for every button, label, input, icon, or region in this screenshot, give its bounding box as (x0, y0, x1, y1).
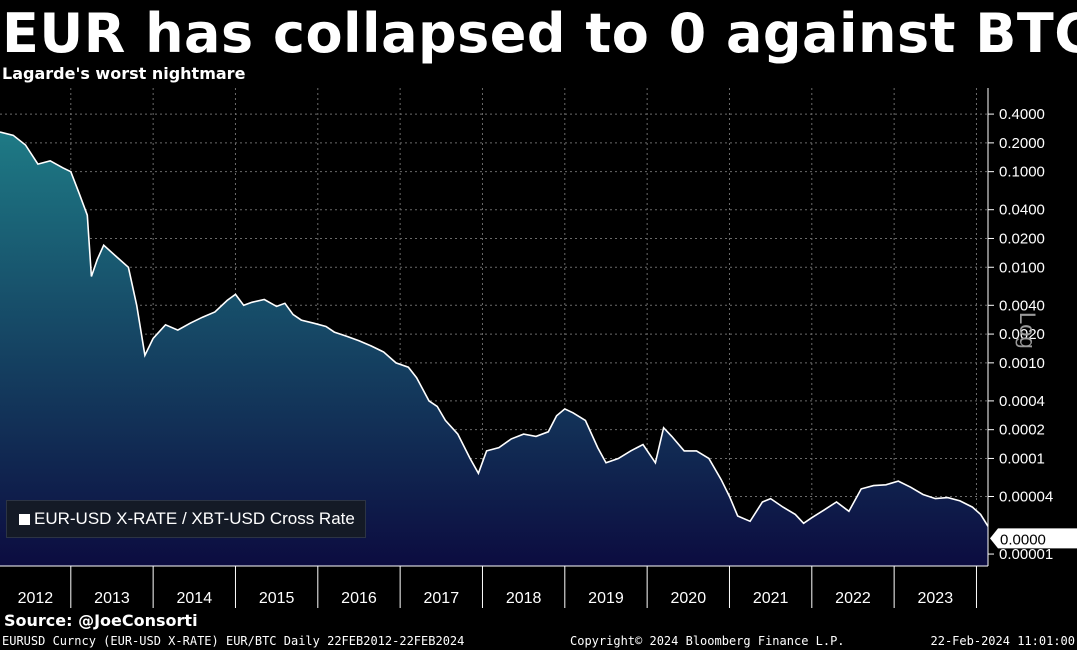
x-tick-label: 2018 (506, 590, 542, 607)
x-tick-label: 2023 (918, 590, 954, 607)
series-area-fill (0, 132, 988, 566)
x-tick-label: 2017 (424, 590, 460, 607)
x-tick-label: 2016 (341, 590, 377, 607)
x-axis: 2012 2013 2014 2015 2016 2017 2018 2019 2020 2021… (0, 565, 988, 608)
source-note: Source: @JoeConsorti (4, 611, 198, 630)
x-tick-label: 2014 (177, 590, 213, 607)
legend: EUR-USD X-RATE / XBT-USD Cross Rate (6, 500, 366, 538)
legend-label: EUR-USD X-RATE / XBT-USD Cross Rate (34, 509, 355, 528)
x-tick-label: 2022 (835, 590, 871, 607)
y-tick-label: 0.0001 (999, 450, 1045, 467)
x-tick-label: 2020 (671, 590, 707, 607)
footer-ticker: EURUSD Curncy (EUR-USD X-RATE) EUR/BTC D… (2, 634, 465, 648)
x-tick-label: 2021 (753, 590, 789, 607)
y-tick-label: 0.0100 (999, 259, 1045, 276)
chart-subtitle: Lagarde's worst nightmare (2, 64, 246, 83)
last-value-label: 0.0000 (1000, 531, 1046, 548)
axis-scale-label: Log (1015, 312, 1040, 349)
y-tick-label: 0.0010 (999, 355, 1045, 372)
y-tick-label: 0.00004 (999, 488, 1053, 505)
x-tick-label: 2015 (259, 590, 295, 607)
y-tick-label: 0.00001 (999, 546, 1053, 563)
y-tick-label: 0.0004 (999, 393, 1045, 410)
y-tick-label: 0.0200 (999, 230, 1045, 247)
y-tick-label: 0.0040 (999, 297, 1045, 314)
chart-title: EUR has collapsed to 0 against BTC (2, 2, 1077, 65)
footer-copyright: Copyright© 2024 Bloomberg Finance L.P. (570, 634, 845, 648)
chart-area: 2012 2013 2014 2015 2016 2017 2018 2019 2020 2021… (0, 88, 1077, 608)
last-value-tag (990, 528, 1077, 549)
x-tick-label: 2013 (94, 590, 130, 607)
series-line (0, 131, 989, 527)
y-axis: 0.4000 0.2000 0.1000 0.0400 0.0200 0.0100 0.00… (987, 88, 1077, 566)
y-tick-label: 0.2000 (999, 135, 1045, 152)
legend-swatch (19, 513, 30, 525)
x-tick-label: 2019 (588, 590, 624, 607)
y-tick-label: 0.0002 (999, 422, 1045, 439)
y-tick-label: 0.1000 (999, 164, 1045, 181)
y-tick-label: 0.0400 (999, 202, 1045, 219)
x-tick-label: 2012 (18, 590, 54, 607)
footer-timestamp: 22-Feb-2024 11:01:00 (930, 634, 1076, 648)
y-tick-label: 0.4000 (999, 106, 1045, 123)
y-tick-label: 0.0020 (999, 326, 1045, 343)
